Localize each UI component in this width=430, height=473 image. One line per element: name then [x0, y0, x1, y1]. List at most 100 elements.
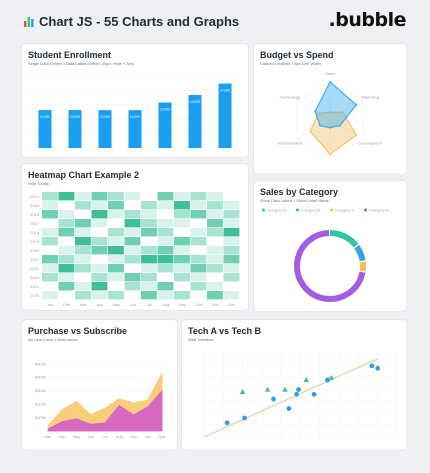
heatmap-row-label: 2014 — [30, 194, 40, 199]
scatter-point — [294, 391, 300, 397]
radar-point — [342, 111, 345, 114]
radar-axis-label: Marketing — [361, 94, 379, 99]
heatmap-cell — [223, 246, 240, 255]
legend-swatch — [330, 208, 333, 212]
bar — [218, 83, 232, 148]
heatmap-cell — [75, 219, 91, 228]
radar-spoke — [296, 119, 331, 140]
y-tick-label: $500k — [35, 361, 46, 366]
heatmap-cell — [42, 264, 58, 273]
heatmap-cell — [207, 228, 223, 237]
enrollment-title: Student Enrollment — [28, 50, 111, 60]
x-tick-label: Aug — [116, 434, 123, 439]
heatmap-cell — [174, 255, 190, 264]
heatmap-cell — [157, 246, 174, 255]
heatmap-cell — [141, 264, 157, 273]
heatmap-cell — [141, 210, 157, 219]
scatter-point — [242, 415, 247, 421]
heatmap-cell — [157, 201, 174, 210]
heatmap-cell — [124, 192, 141, 201]
purchase-card: Purchase vs Subscribe No Line Curve • Mu… — [22, 320, 177, 450]
radar-spoke — [329, 100, 364, 121]
tech-card: Tech A vs Tech B With Trendline — [182, 320, 407, 450]
data-label: 10,000 — [100, 115, 110, 119]
heatmap-cell — [124, 246, 141, 255]
page-title: Chart JS - 55 Charts and Graphs — [24, 14, 239, 29]
radar-grid — [296, 81, 364, 159]
heatmap-cell — [157, 282, 174, 291]
category-doughnut-chart: Category A Category B Category C Category D — [262, 207, 389, 302]
heatmap-cell — [91, 228, 108, 237]
heatmap-cell — [91, 291, 108, 300]
heatmap-col-label: Oct — [196, 302, 203, 307]
heatmap-cell — [75, 273, 91, 282]
heatmap-cell — [91, 273, 108, 282]
heatmap-cell — [91, 264, 108, 273]
heatmap-cell — [223, 237, 240, 246]
heatmap-cell — [223, 273, 240, 282]
heatmap-cell — [91, 282, 108, 291]
heatmap-cell — [42, 201, 58, 210]
radar-series — [314, 81, 358, 129]
heatmap-cell — [75, 237, 91, 246]
x-tick-label: Nov — [158, 434, 165, 439]
scatter-point — [328, 374, 335, 380]
legend-swatch — [364, 208, 367, 212]
category-card: Sales by Category Show Data Labels • Sho… — [254, 181, 407, 311]
radar-axis-label: Development — [358, 141, 382, 146]
data-label: 14,000 — [190, 100, 200, 104]
data-label: 12,000 — [160, 108, 170, 112]
bar — [158, 102, 172, 148]
heatmap-col-label: Jun — [130, 302, 136, 307]
heatmap-cell — [58, 291, 75, 300]
purchase-title: Purchase vs Subscribe — [28, 326, 128, 336]
heatmap-cell — [108, 273, 124, 282]
heatmap-cell — [75, 282, 91, 291]
y-tick-label: $300k — [35, 388, 46, 393]
heatmap-cell — [141, 237, 157, 246]
legend-label: Category A — [267, 207, 287, 212]
bar — [98, 110, 112, 148]
heatmap-cell — [174, 237, 190, 246]
heatmap-cell — [91, 246, 108, 255]
doughnut-slice — [294, 230, 366, 302]
legend-label: Category B — [301, 207, 321, 212]
heatmap-cell — [190, 219, 207, 228]
heatmap-col-label: Dec — [228, 302, 235, 307]
heatmap-cell — [124, 201, 141, 210]
bubble-logo[interactable]: .bubble — [328, 9, 407, 31]
heatmap-cell — [75, 255, 91, 264]
radar-axis-label: Sales — [325, 71, 335, 76]
heatmap-col-label: Nov — [212, 302, 219, 307]
scatter-point — [369, 363, 375, 369]
heatmap-cell — [141, 255, 157, 264]
bar-chart-icon — [24, 17, 34, 27]
heatmap-cell — [190, 192, 207, 201]
radar-spoke — [329, 119, 364, 140]
heatmap-cell — [75, 264, 91, 273]
heatmap-cell — [91, 201, 108, 210]
heatmap-cell — [223, 201, 240, 210]
enrollment-chart: 10,000 10,000 10,000 10,000 12,000 14,000 17,0… — [30, 75, 240, 149]
heatmap-cell — [108, 291, 124, 300]
heatmap-cell — [174, 210, 190, 219]
heatmap-cell — [157, 228, 174, 237]
heatmap-cell — [141, 291, 157, 300]
radar-point — [314, 110, 317, 113]
doughnut-slice — [294, 230, 366, 302]
heatmap-cell — [174, 246, 190, 255]
heatmap-row-label: 2017 — [30, 221, 40, 226]
heatmap-cell — [190, 228, 207, 237]
doughnut-slice — [294, 230, 366, 302]
heatmap-cell — [141, 201, 157, 210]
scatter-point — [271, 396, 276, 402]
heatmap-cell — [223, 228, 240, 237]
heatmap-cell — [157, 273, 174, 282]
heatmap-cell — [124, 273, 141, 282]
purchase-subtitle: No Line Curve • Multi-series — [28, 337, 78, 342]
scatter-point — [224, 420, 230, 426]
heatmap-cell — [124, 210, 141, 219]
scatter-point — [282, 386, 288, 392]
legend-swatch — [262, 208, 265, 212]
x-tick-label: Apr — [59, 434, 66, 439]
